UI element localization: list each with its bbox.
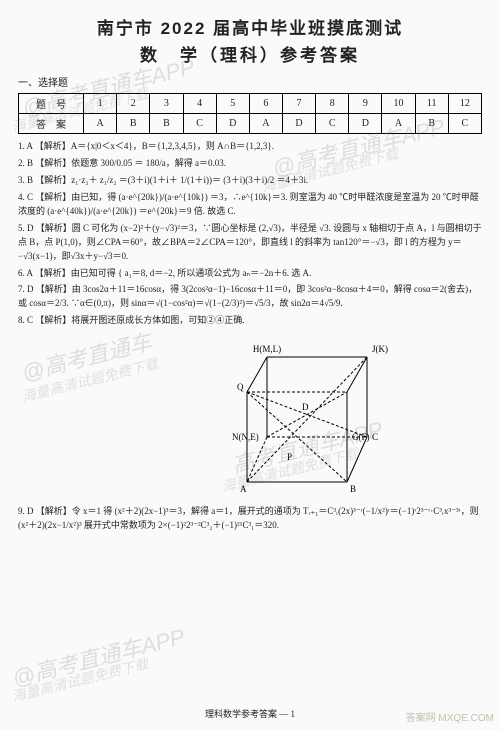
svg-text:H(M,L): H(M,L) (253, 344, 281, 354)
solution-2: 2. B 【解析】依题意 300/0.05 ＝ 180/a，解得 a＝0.03. (18, 157, 482, 171)
col-2: 2 (117, 94, 150, 114)
solution-8: 8. C 【解析】将展开图还原成长方体如图，可知②④正确. (18, 314, 482, 328)
ans-3: B (150, 114, 183, 134)
col-11: 11 (415, 94, 448, 114)
ans-1: A (84, 114, 117, 134)
col-10: 10 (382, 94, 415, 114)
ans-10: A (382, 114, 415, 134)
ans-4: C (183, 114, 216, 134)
ans-5: D (216, 114, 249, 134)
page-title-sub: 数 学（理科）参考答案 (18, 41, 482, 66)
svg-text:D: D (302, 402, 309, 412)
col-7: 7 (282, 94, 315, 114)
ans-9: D (349, 114, 382, 134)
ans-11: B (415, 114, 448, 134)
svg-text:Q: Q (237, 382, 244, 392)
ans-6: A (249, 114, 282, 134)
solution-9: 9. D 【解析】令 x＝1 得 (x²＋2)(2x−1)³＝3，解得 a＝1，… (18, 505, 482, 533)
page-title-main: 南宁市 2022 届高中毕业班摸底测试 (18, 14, 482, 39)
svg-text:C: C (372, 432, 378, 442)
svg-text:P: P (287, 452, 292, 462)
col-9: 9 (349, 94, 382, 114)
svg-text:B: B (350, 484, 356, 494)
solution-1: 1. A 【解析】A＝{x|0＜x＜4}，B＝{1,2,3,4,5}，则 A∩B… (18, 140, 482, 154)
col-6: 6 (249, 94, 282, 114)
solution-3: 3. B 【解析】z₁·z₂＋ z₁/z₂ ＝(3＋i)(1＋i＋ 1/(1＋i… (18, 174, 482, 188)
watermark-6b: 海量高清试题免费下载 (10, 653, 151, 706)
col-4: 4 (183, 94, 216, 114)
col-1: 1 (84, 94, 117, 114)
solution-5: 5. D 【解析】圆 C 可化为 (x−2)²＋(y−√3)²＝3，∵圆心坐标是… (18, 222, 482, 264)
svg-text:N(N,E): N(N,E) (232, 432, 259, 442)
section-label-1: 一、选择题 (18, 74, 482, 89)
col-12: 12 (448, 94, 481, 114)
cube-diagram: H(M,L) J(K) Q D C N(N,E) G(F) P A B (232, 332, 422, 502)
col-8: 8 (316, 94, 349, 114)
svg-text:G(F): G(F) (352, 432, 370, 442)
ans-12: C (448, 114, 481, 134)
solution-6: 6. A 【解析】由已知可得 { a₁＝8, d＝−2, 所以通项公式为 aₙ＝… (18, 267, 482, 281)
cube-diagram-area: H(M,L) J(K) Q D C N(N,E) G(F) P A B (18, 332, 482, 502)
row-label-answer: 答 案 (19, 114, 84, 134)
ans-2: B (117, 114, 150, 134)
watermark-6: @高考直通车APP (9, 619, 188, 693)
ans-7: D (282, 114, 315, 134)
solution-7: 7. D 【解析】由 3cos2α＋11＝16cosα，得 3(2cos²α−1… (18, 283, 482, 311)
svg-text:A: A (240, 484, 247, 494)
col-3: 3 (150, 94, 183, 114)
stamp: 答案网 MXQE.COM (406, 709, 494, 724)
table-row-answers: 答 案 A B B C D A D C D A B C (19, 114, 482, 134)
row-label-number: 题 号 (19, 94, 84, 114)
answer-table: 题 号 1 2 3 4 5 6 7 8 9 10 11 12 答 案 A B B… (18, 93, 482, 134)
solution-4: 4. C 【解析】由已知，得 (a·e^{20k})/(a·e^{10k}) ＝… (18, 191, 482, 219)
table-row-header: 题 号 1 2 3 4 5 6 7 8 9 10 11 12 (19, 94, 482, 114)
ans-8: C (316, 114, 349, 134)
svg-text:J(K): J(K) (372, 344, 388, 354)
col-5: 5 (216, 94, 249, 114)
